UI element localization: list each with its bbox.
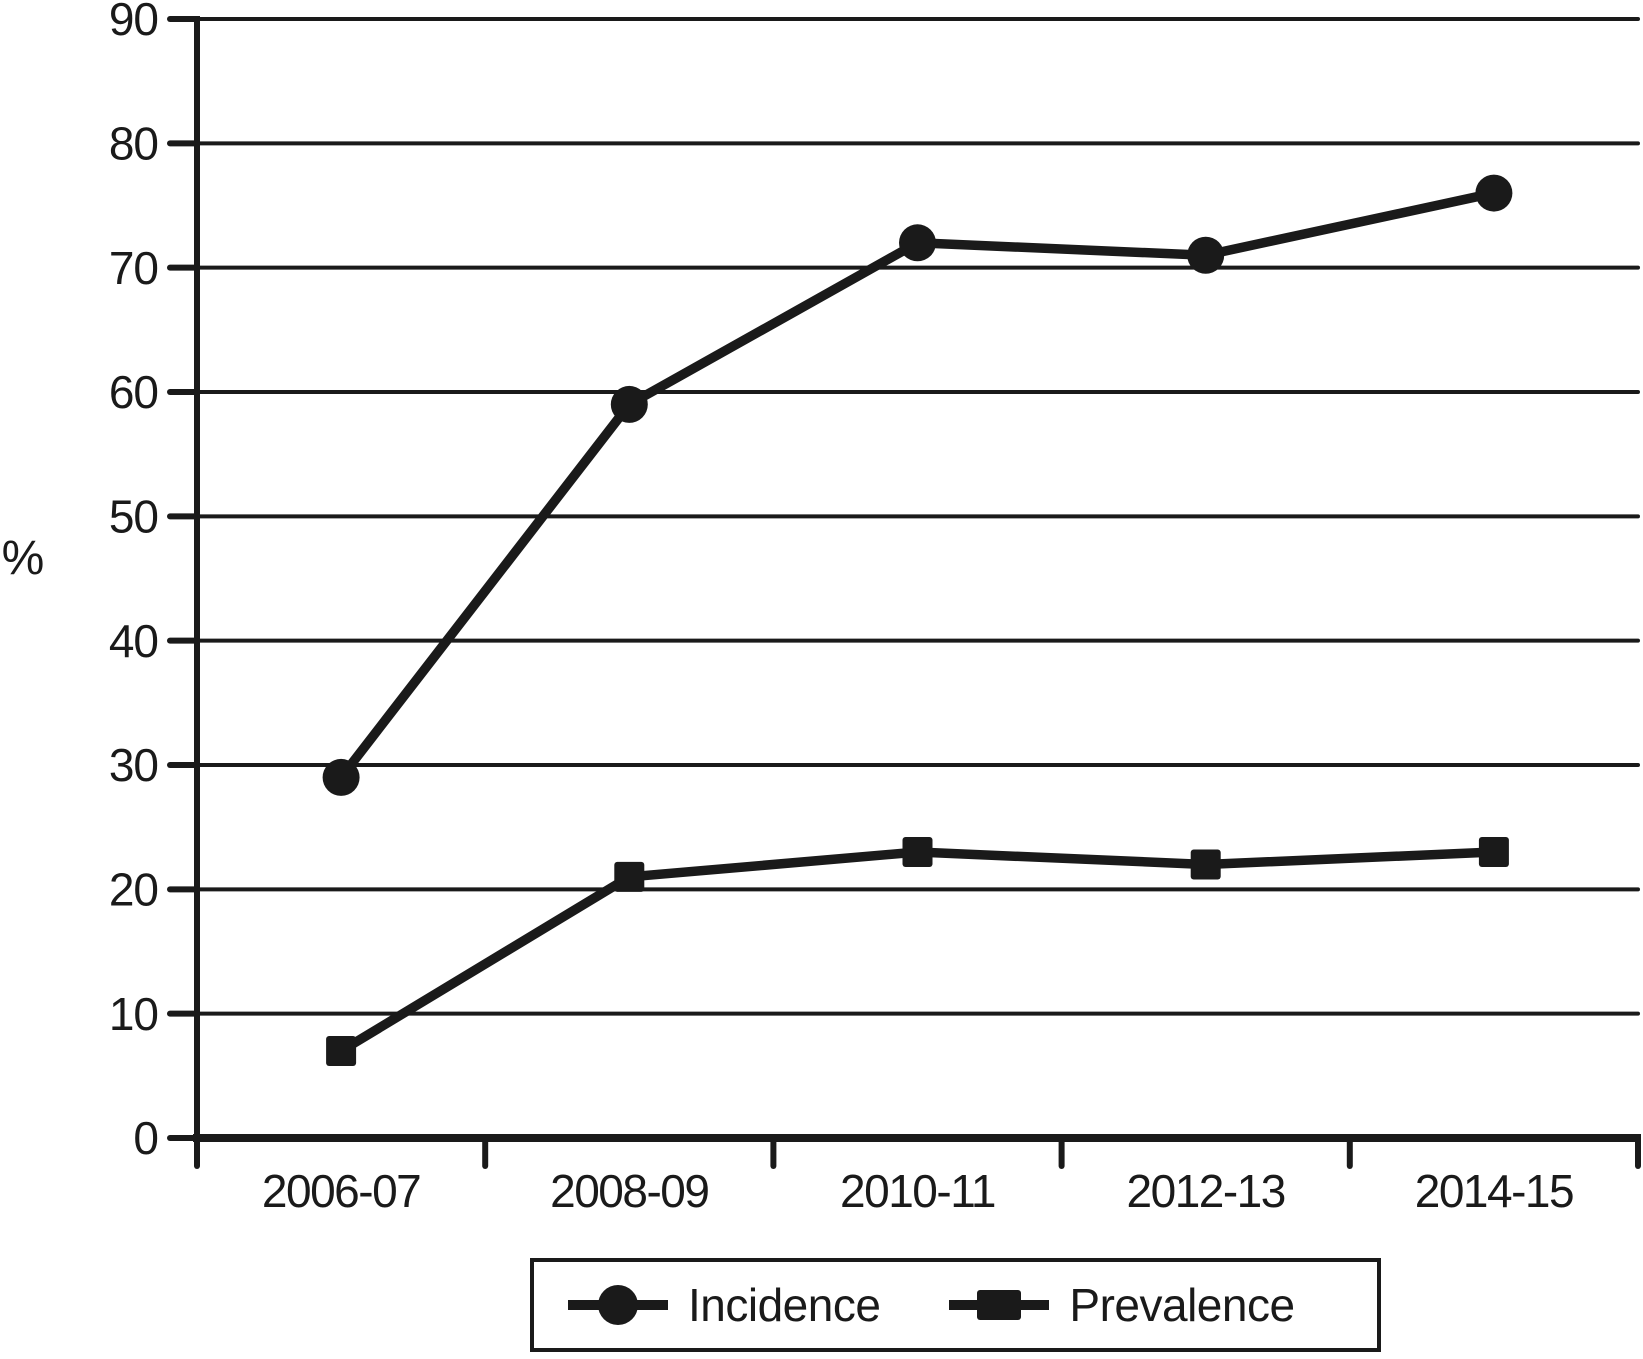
legend-item-prevalence: Prevalence [949, 1279, 1295, 1331]
y-tick-label-90: 90 [109, 0, 158, 45]
y-tick-label-40: 40 [109, 615, 158, 667]
y-tick-label-10: 10 [109, 988, 158, 1040]
legend-label-prevalence: Prevalence [1069, 1279, 1295, 1331]
legend-box: Incidence Prevalence [530, 1258, 1381, 1352]
legend-item-incidence: Incidence [568, 1279, 881, 1331]
x-tick-label-2008-09: 2008-09 [550, 1165, 708, 1217]
incidence-marker-2012-13 [1187, 236, 1225, 274]
prevalence-line-square-marker-icon [949, 1290, 1050, 1320]
incidence-line-circle-marker-icon [568, 1285, 668, 1325]
prevalence-marker-2008-09 [614, 861, 645, 892]
legend-label-incidence: Incidence [688, 1279, 881, 1331]
prevalence-marker-2014-15 [1478, 837, 1509, 868]
incidence-marker-2006-07 [322, 758, 360, 796]
x-tick-label-2012-13: 2012-13 [1127, 1165, 1285, 1217]
incidence-marker-2010-11 [899, 224, 936, 262]
incidence-marker-2014-15 [1475, 174, 1513, 212]
y-tick-label-70: 70 [109, 242, 158, 294]
y-tick-label-80: 80 [109, 117, 158, 169]
y-tick-label-0: 0 [133, 1112, 158, 1164]
incidence-marker-2008-09 [610, 385, 648, 423]
x-tick-label-2014-15: 2014-15 [1415, 1165, 1573, 1217]
prevalence-line [336, 847, 1499, 1056]
y-tick-label-20: 20 [109, 863, 158, 915]
y-axis-title: % [1, 532, 45, 585]
x-tick-label-2010-11: 2010-11 [840, 1165, 995, 1217]
prevalence-marker-2012-13 [1190, 849, 1221, 880]
x-tick-label-2006-07: 2006-07 [262, 1165, 420, 1217]
prevalence-marker-2006-07 [326, 1035, 357, 1066]
y-tick-label-30: 30 [109, 739, 158, 791]
y-tick-label-60: 60 [109, 366, 158, 418]
y-tick-label-50: 50 [109, 490, 158, 542]
incidence-line [336, 188, 1499, 783]
prevalence-marker-2010-11 [902, 837, 933, 868]
